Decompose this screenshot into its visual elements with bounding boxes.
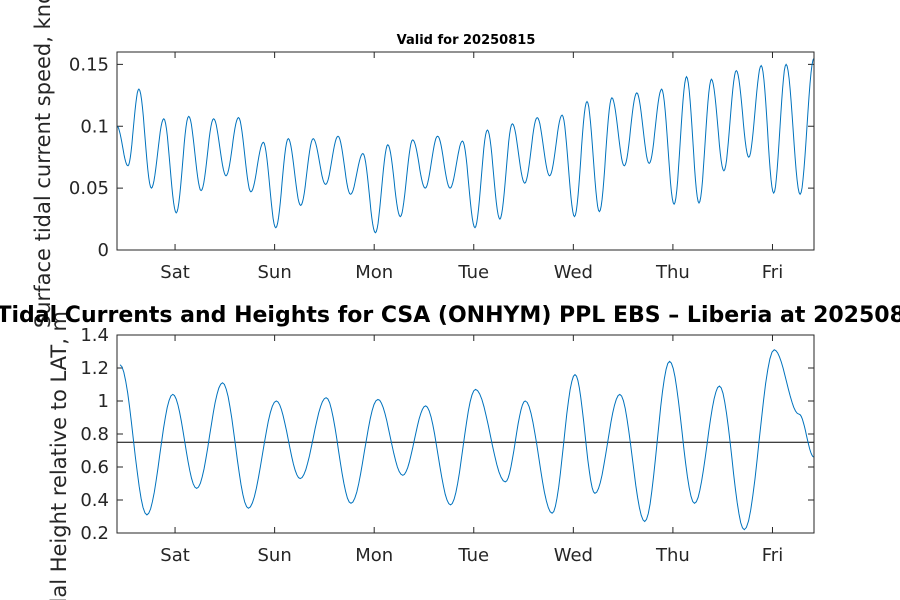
x-tick-label: Thu (655, 262, 690, 283)
current-speed-axes (116, 51, 815, 251)
y-tick-label: 0.15 (69, 54, 109, 75)
chart-title-main: Tidal Currents and Heights for CSA (ONHY… (0, 303, 900, 328)
x-tick-label: Tue (457, 545, 489, 566)
tidal-height-chart: 0.2 0.4 0.6 0.8 1 1.2 1.4 Sat Sun Mon Tue Wed Thu Fri… (0, 303, 900, 600)
chart-title-top: Valid for 20250815 (397, 33, 536, 48)
ylabel-top: Surface tidal current speed, knots (31, 0, 55, 328)
x-tick-label: Thu (655, 545, 690, 566)
y-tick-label: 0.1 (80, 116, 109, 137)
x-tick-label: Sat (160, 545, 190, 566)
y-tick-label: 1.2 (80, 358, 109, 379)
current-speed-series (116, 57, 815, 234)
x-tick-label: Sat (160, 262, 190, 283)
y-tick-label: 0.2 (80, 523, 109, 544)
tidal-height-series (119, 349, 815, 531)
x-tick-label: Wed (554, 545, 593, 566)
x-tick-label: Wed (554, 262, 593, 283)
y-tick-label: 0.05 (69, 178, 109, 199)
x-tick-label: Tue (457, 262, 489, 283)
y-tick-label: 0 (98, 240, 109, 261)
ylabel-bottom: Tidal Height relative to LAT, m (47, 311, 71, 600)
y-tick-label: 0.8 (80, 424, 109, 445)
x-tick-label: Mon (355, 262, 393, 283)
x-tick-label: Fri (762, 262, 783, 283)
x-tick-label: Fri (762, 545, 783, 566)
x-tick-label: Sun (257, 545, 291, 566)
tidal-height-axes (116, 334, 815, 534)
y-tick-label: 1.4 (80, 325, 109, 346)
x-tick-label: Mon (355, 545, 393, 566)
current-speed-chart: Valid for 20250815 0 0.05 0.1 0.15 Sat Sun Mon… (31, 0, 815, 328)
y-tick-label: 0.6 (80, 457, 109, 478)
y-tick-label: 0.4 (80, 490, 109, 511)
y-tick-label: 1 (98, 391, 109, 412)
x-tick-label: Sun (257, 262, 291, 283)
